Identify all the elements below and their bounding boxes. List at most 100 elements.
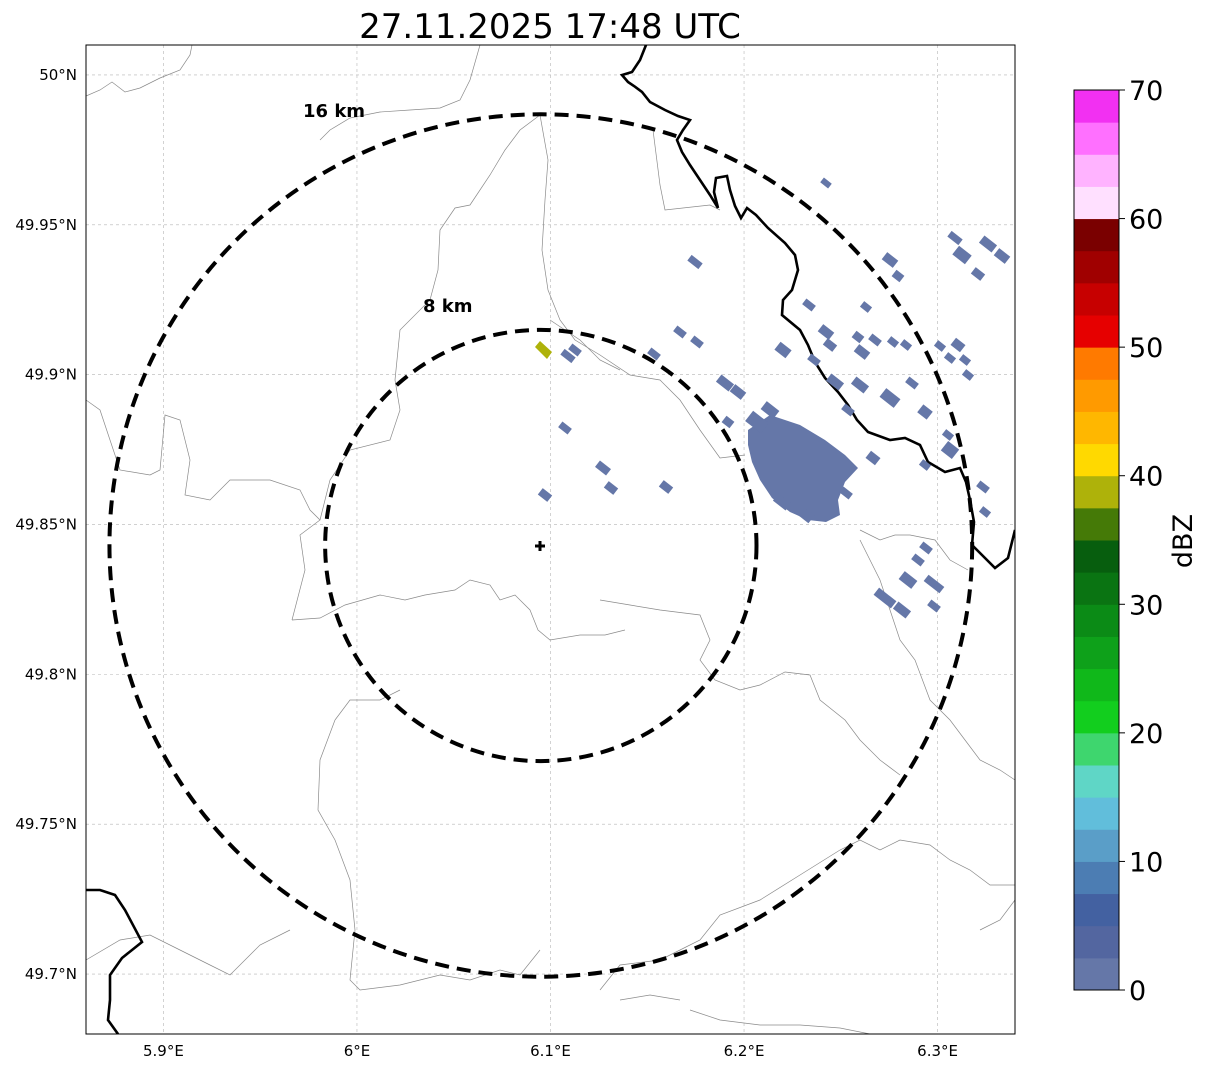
colorbar-segment xyxy=(1074,925,1119,959)
echo-cell xyxy=(825,373,845,391)
echo-cell xyxy=(941,429,955,441)
x-tick-label: 6.3°E xyxy=(917,1042,958,1060)
x-tick-label: 6.1°E xyxy=(530,1042,571,1060)
colorbar-segment xyxy=(1074,957,1119,991)
echo-cell xyxy=(881,252,899,268)
colorbar-segment xyxy=(1074,411,1119,445)
echo-cell xyxy=(560,348,576,364)
y-tick-label: 50°N xyxy=(39,66,77,84)
y-tick-label: 49.7°N xyxy=(25,965,77,983)
echo-cell xyxy=(891,269,905,283)
echo-cell xyxy=(865,450,881,466)
echo-cell xyxy=(952,245,972,265)
colorbar-segment xyxy=(1074,443,1119,477)
echo-cell xyxy=(851,330,865,344)
echo-cell xyxy=(898,571,918,589)
echo-cell xyxy=(745,410,769,434)
colorbar-segment xyxy=(1074,507,1119,541)
echo-cell xyxy=(839,486,853,500)
echo-cell xyxy=(658,480,674,494)
x-tick-label: 6°E xyxy=(344,1042,371,1060)
colorbar-frame xyxy=(1073,89,1120,991)
echo-cell xyxy=(820,177,832,189)
ring-label-8km: 8 km xyxy=(423,296,473,317)
colorbar-segment xyxy=(1074,90,1119,123)
x-tick-label: 6.2°E xyxy=(724,1042,765,1060)
echo-cell xyxy=(927,599,941,613)
echo-cell xyxy=(879,388,901,408)
echo-cell xyxy=(933,340,947,352)
echo-cell xyxy=(537,488,553,502)
echo-cell xyxy=(729,384,747,400)
echo-cell xyxy=(822,338,838,352)
echo-cell xyxy=(970,267,986,281)
gridlines xyxy=(86,45,1015,1034)
echo-cell xyxy=(958,354,972,366)
colorbar-tick-label: 70 xyxy=(1129,76,1163,107)
range-rings xyxy=(107,112,975,979)
colorbar-segment xyxy=(1074,475,1119,509)
echo-cell xyxy=(993,248,1011,264)
colorbar-segment xyxy=(1074,604,1119,637)
echo-cell xyxy=(647,347,661,361)
colorbar-segment xyxy=(1074,540,1119,573)
colorbar-segment xyxy=(1074,668,1119,702)
chart-title: 27.11.2025 17:48 UTC xyxy=(359,7,741,47)
echo-cell xyxy=(721,415,735,429)
echo-cell xyxy=(886,336,900,348)
echo-cell xyxy=(690,335,704,349)
echo-cell xyxy=(772,493,792,511)
colorbar-segment xyxy=(1074,765,1119,798)
echo-cell xyxy=(807,353,821,367)
colorbar-tick-label: 0 xyxy=(1129,976,1146,1007)
echo-cell-strong xyxy=(535,341,552,359)
range-ring-16km xyxy=(107,112,975,979)
echo-cell xyxy=(603,481,619,495)
colorbar-tick-label: 50 xyxy=(1129,333,1163,364)
echo-cell xyxy=(802,298,816,312)
echo-cell xyxy=(774,341,792,359)
y-axis-ticks: 50°N 49.95°N 49.9°N 49.85°N 49.8°N 49.75°N 49.… xyxy=(15,66,77,983)
y-tick-label: 49.95°N xyxy=(15,216,77,234)
colorbar-segment xyxy=(1074,282,1119,316)
range-ring-8km xyxy=(323,327,759,764)
echo-cell xyxy=(687,254,703,270)
echo-cell xyxy=(950,337,966,353)
y-tick-label: 49.8°N xyxy=(25,665,77,683)
echo-cell xyxy=(917,404,933,420)
colorbar-tick-label: 60 xyxy=(1129,205,1163,236)
echo-cell xyxy=(911,553,925,567)
x-tick-label: 5.9°E xyxy=(143,1042,184,1060)
echo-cell xyxy=(850,376,870,394)
colorbar-segment xyxy=(1074,218,1119,252)
echo-cell xyxy=(853,344,871,360)
echo-cell xyxy=(797,506,815,524)
colorbar-segment xyxy=(1074,347,1119,380)
colorbar-segment xyxy=(1074,636,1119,670)
colorbar-segment xyxy=(1074,829,1119,862)
echo-cell xyxy=(940,440,960,460)
colorbar-segment xyxy=(1074,250,1119,284)
echo-cell xyxy=(947,230,963,246)
echo-cell xyxy=(715,374,735,392)
national-borders xyxy=(86,45,1015,1034)
y-tick-label: 49.75°N xyxy=(15,815,77,833)
echo-cell xyxy=(905,376,919,390)
echo-cell xyxy=(899,339,913,351)
map-area xyxy=(86,45,1015,1034)
echo-cluster-main xyxy=(748,415,858,522)
colorbar-segment xyxy=(1074,186,1119,220)
colorbar-segment xyxy=(1074,122,1119,155)
radar-echoes xyxy=(535,177,1011,619)
colorbar-segment xyxy=(1074,572,1119,605)
colorbar-tick-label: 20 xyxy=(1129,719,1163,750)
echo-cell xyxy=(568,343,582,357)
echo-cells xyxy=(537,177,1011,619)
y-tick-label: 49.85°N xyxy=(15,516,77,534)
colorbar-segment xyxy=(1074,154,1119,187)
ring-label-16km: 16 km xyxy=(303,101,365,122)
colorbar-tick-label: 30 xyxy=(1129,590,1163,621)
colorbar-tick-label: 40 xyxy=(1129,462,1163,493)
echo-cell xyxy=(817,324,835,340)
